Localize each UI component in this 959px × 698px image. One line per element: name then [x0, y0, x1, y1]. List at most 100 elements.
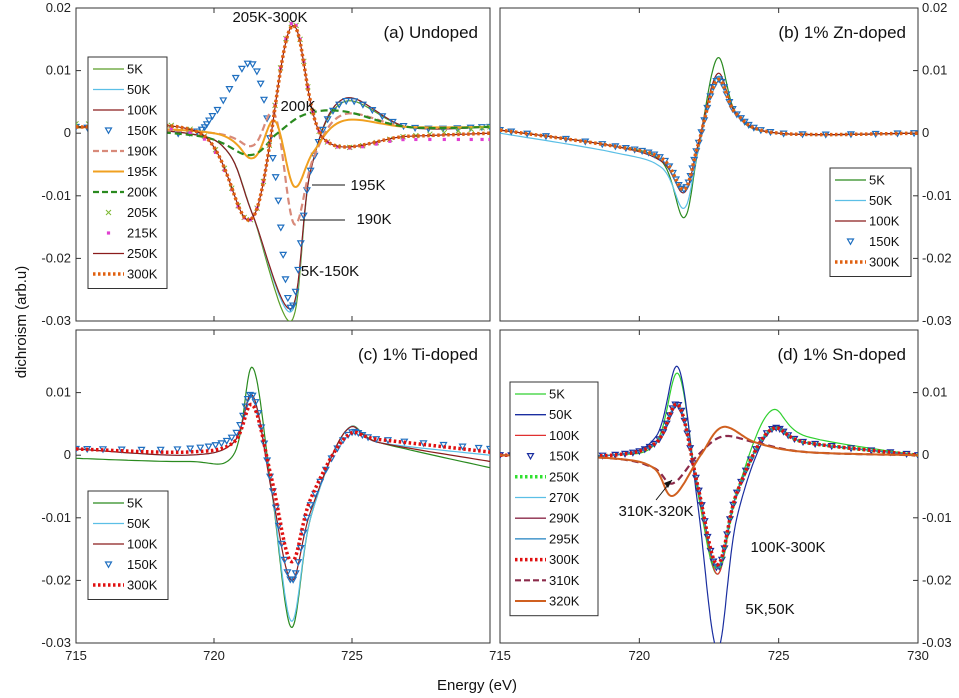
series-marker — [374, 142, 378, 146]
y-tick-label: 0.01 — [46, 63, 71, 78]
legend-swatch — [106, 231, 111, 235]
legend-box — [87, 490, 169, 600]
series-marker — [581, 138, 590, 146]
x-tick-label: 715 — [489, 648, 511, 663]
series-marker — [284, 37, 288, 41]
annotation: 205K-300K — [232, 9, 307, 26]
x-tick-label: 720 — [203, 648, 225, 663]
legend-label: 5K — [869, 173, 885, 188]
series-marker — [306, 167, 315, 175]
series-marker — [236, 422, 245, 430]
legend-label: 300K — [127, 267, 158, 282]
series-marker — [321, 466, 330, 474]
series-marker — [271, 174, 280, 182]
series-marker — [280, 556, 289, 564]
series-marker — [186, 445, 195, 453]
plot-frame — [75, 7, 491, 322]
legend-label: 50K — [869, 193, 892, 208]
panel-title: (d) 1% Sn-doped — [777, 345, 906, 364]
series-marker — [630, 146, 639, 154]
series-marker — [252, 68, 261, 76]
series-marker — [480, 137, 484, 142]
series-marker — [388, 118, 397, 127]
x-axis-label: Energy (eV) — [437, 677, 517, 694]
legend-label: 200K — [127, 185, 158, 200]
series-marker — [439, 441, 448, 450]
series-marker — [388, 139, 392, 143]
plot-frame — [75, 329, 491, 644]
series-marker — [468, 126, 475, 133]
series-marker — [289, 576, 298, 584]
series-marker — [197, 126, 206, 134]
series-line — [500, 77, 918, 192]
y-tick-label: 0.02 — [46, 0, 71, 15]
series-marker — [485, 445, 490, 453]
series-marker — [323, 116, 332, 124]
series-marker — [200, 124, 209, 132]
y-tick-label: -0.01 — [922, 188, 952, 203]
legend-label: 270K — [549, 490, 580, 505]
series-marker — [456, 137, 460, 142]
series-marker — [251, 399, 260, 407]
x-tick-label: 715 — [65, 648, 87, 663]
panel-1: 0.02 0.01 0 -0.01 -0.02 -0.03 (a) Undoped 5K 50K… — [41, 0, 491, 328]
panel-4: 0.01 0 -0.01 -0.02 -0.03 715 720 725 730 (d) 1% S… — [489, 329, 952, 663]
series-marker — [202, 121, 211, 129]
legend: 5K 50K 100K 150K 250K 270K 290K 295K 300K 310K 320… — [509, 381, 599, 617]
annotation: 190K — [356, 211, 391, 228]
annotation: 5K-150K — [301, 263, 359, 280]
legend-label: 5K — [127, 496, 143, 511]
series-marker — [350, 98, 359, 106]
x-tick-label: 720 — [628, 648, 650, 663]
series-marker — [274, 197, 283, 205]
legend-label: 100K — [549, 428, 580, 443]
series-marker — [455, 128, 462, 134]
series-marker — [368, 107, 377, 115]
series-marker — [296, 240, 305, 248]
series-marker — [428, 137, 432, 142]
legend-box — [87, 56, 168, 289]
series-marker — [213, 106, 222, 114]
annotation: 195K — [350, 177, 385, 194]
legend: 5K 50K 100K 150K 300K — [87, 490, 169, 600]
series-marker — [248, 61, 257, 69]
plot-frame — [499, 7, 919, 322]
y-tick-label: -0.03 — [41, 635, 71, 650]
series-marker — [289, 302, 298, 310]
legend-box — [829, 167, 912, 277]
series-marker — [276, 224, 285, 232]
annotation: 5K,50K — [745, 601, 794, 618]
legend-label: 215K — [127, 226, 158, 241]
panel-title: (a) Undoped — [383, 23, 478, 42]
legend-label: 250K — [549, 469, 580, 484]
legend-swatch — [104, 127, 113, 135]
panel-title: (c) 1% Ti-doped — [358, 345, 478, 364]
series-marker — [196, 444, 205, 452]
series-marker — [83, 445, 92, 454]
series-marker — [335, 101, 344, 109]
legend-label: 100K — [869, 214, 900, 229]
series-marker — [259, 96, 269, 104]
series-marker — [294, 23, 298, 27]
series-marker — [414, 137, 418, 142]
legend-label: 190K — [127, 144, 158, 159]
series-marker — [302, 187, 311, 195]
y-tick-label: -0.02 — [41, 572, 71, 587]
legend-label: 5K — [127, 62, 143, 77]
annotation-leaders — [300, 184, 673, 501]
annotation: 310K-320K — [618, 503, 693, 520]
legend-label: 295K — [549, 531, 580, 546]
y-tick-label: 0 — [64, 447, 71, 462]
series-marker — [358, 101, 367, 109]
legend-swatch — [105, 209, 112, 216]
series-marker — [217, 440, 226, 448]
x-tick-label: 730 — [907, 648, 929, 663]
legend-label: 5K — [549, 387, 565, 402]
legend-label: 205K — [127, 205, 158, 220]
series-marker — [237, 65, 246, 73]
panel-2: 0.02 0.01 0 -0.01 -0.02 -0.03 (b) 1% Zn-doped 5… — [499, 0, 952, 328]
legend-label: 250K — [127, 246, 158, 261]
legend-box — [509, 381, 599, 617]
y-tick-label: 0.01 — [46, 385, 71, 400]
series-marker — [318, 126, 327, 134]
